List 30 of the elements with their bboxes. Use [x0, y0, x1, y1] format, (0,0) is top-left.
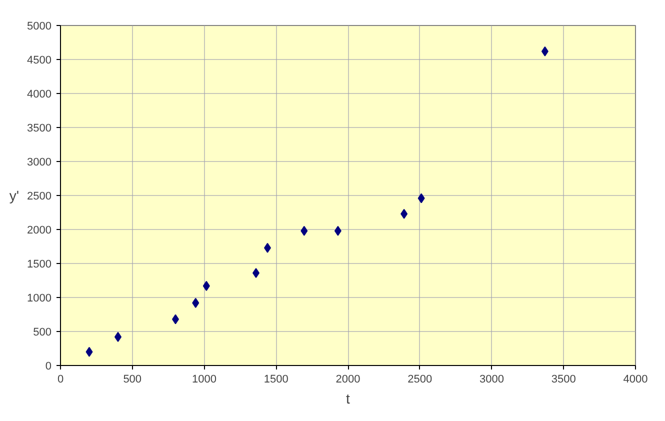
y-axis-title: y' — [9, 188, 20, 204]
x-tick-label: 0 — [57, 374, 64, 386]
point — [400, 208, 408, 219]
y-tick-label: 1500 — [27, 258, 52, 270]
point — [202, 280, 210, 291]
y-tick-label: 1000 — [27, 292, 52, 304]
y-tick-label: 3000 — [27, 156, 52, 168]
x-tick-label: 4000 — [623, 374, 648, 386]
point — [418, 193, 425, 204]
point — [300, 226, 308, 236]
y-tick-label: 4500 — [27, 54, 52, 66]
y-tick-label: 2500 — [27, 190, 52, 202]
point — [192, 298, 200, 308]
y-tick-label: 500 — [33, 326, 52, 338]
y-tick-label: 4000 — [27, 88, 52, 100]
x-tick-label: 3000 — [480, 374, 504, 386]
y-tick-label: 2000 — [27, 224, 52, 236]
x-tick-label: 1500 — [264, 374, 288, 386]
y-tick-label: 5000 — [27, 20, 52, 32]
point — [334, 226, 342, 236]
x-tick-label: 2500 — [408, 374, 432, 386]
x-tick-label: 2000 — [336, 374, 360, 386]
x-tick-label: 500 — [123, 374, 142, 386]
x-axis-title: t — [346, 390, 350, 406]
y-tick-label: 0 — [45, 360, 52, 372]
x-tick-label: 1000 — [192, 374, 216, 386]
x-tick-label: 3500 — [551, 374, 576, 386]
point — [541, 46, 548, 56]
point — [86, 346, 93, 357]
y-tick-label: 3500 — [27, 122, 52, 134]
